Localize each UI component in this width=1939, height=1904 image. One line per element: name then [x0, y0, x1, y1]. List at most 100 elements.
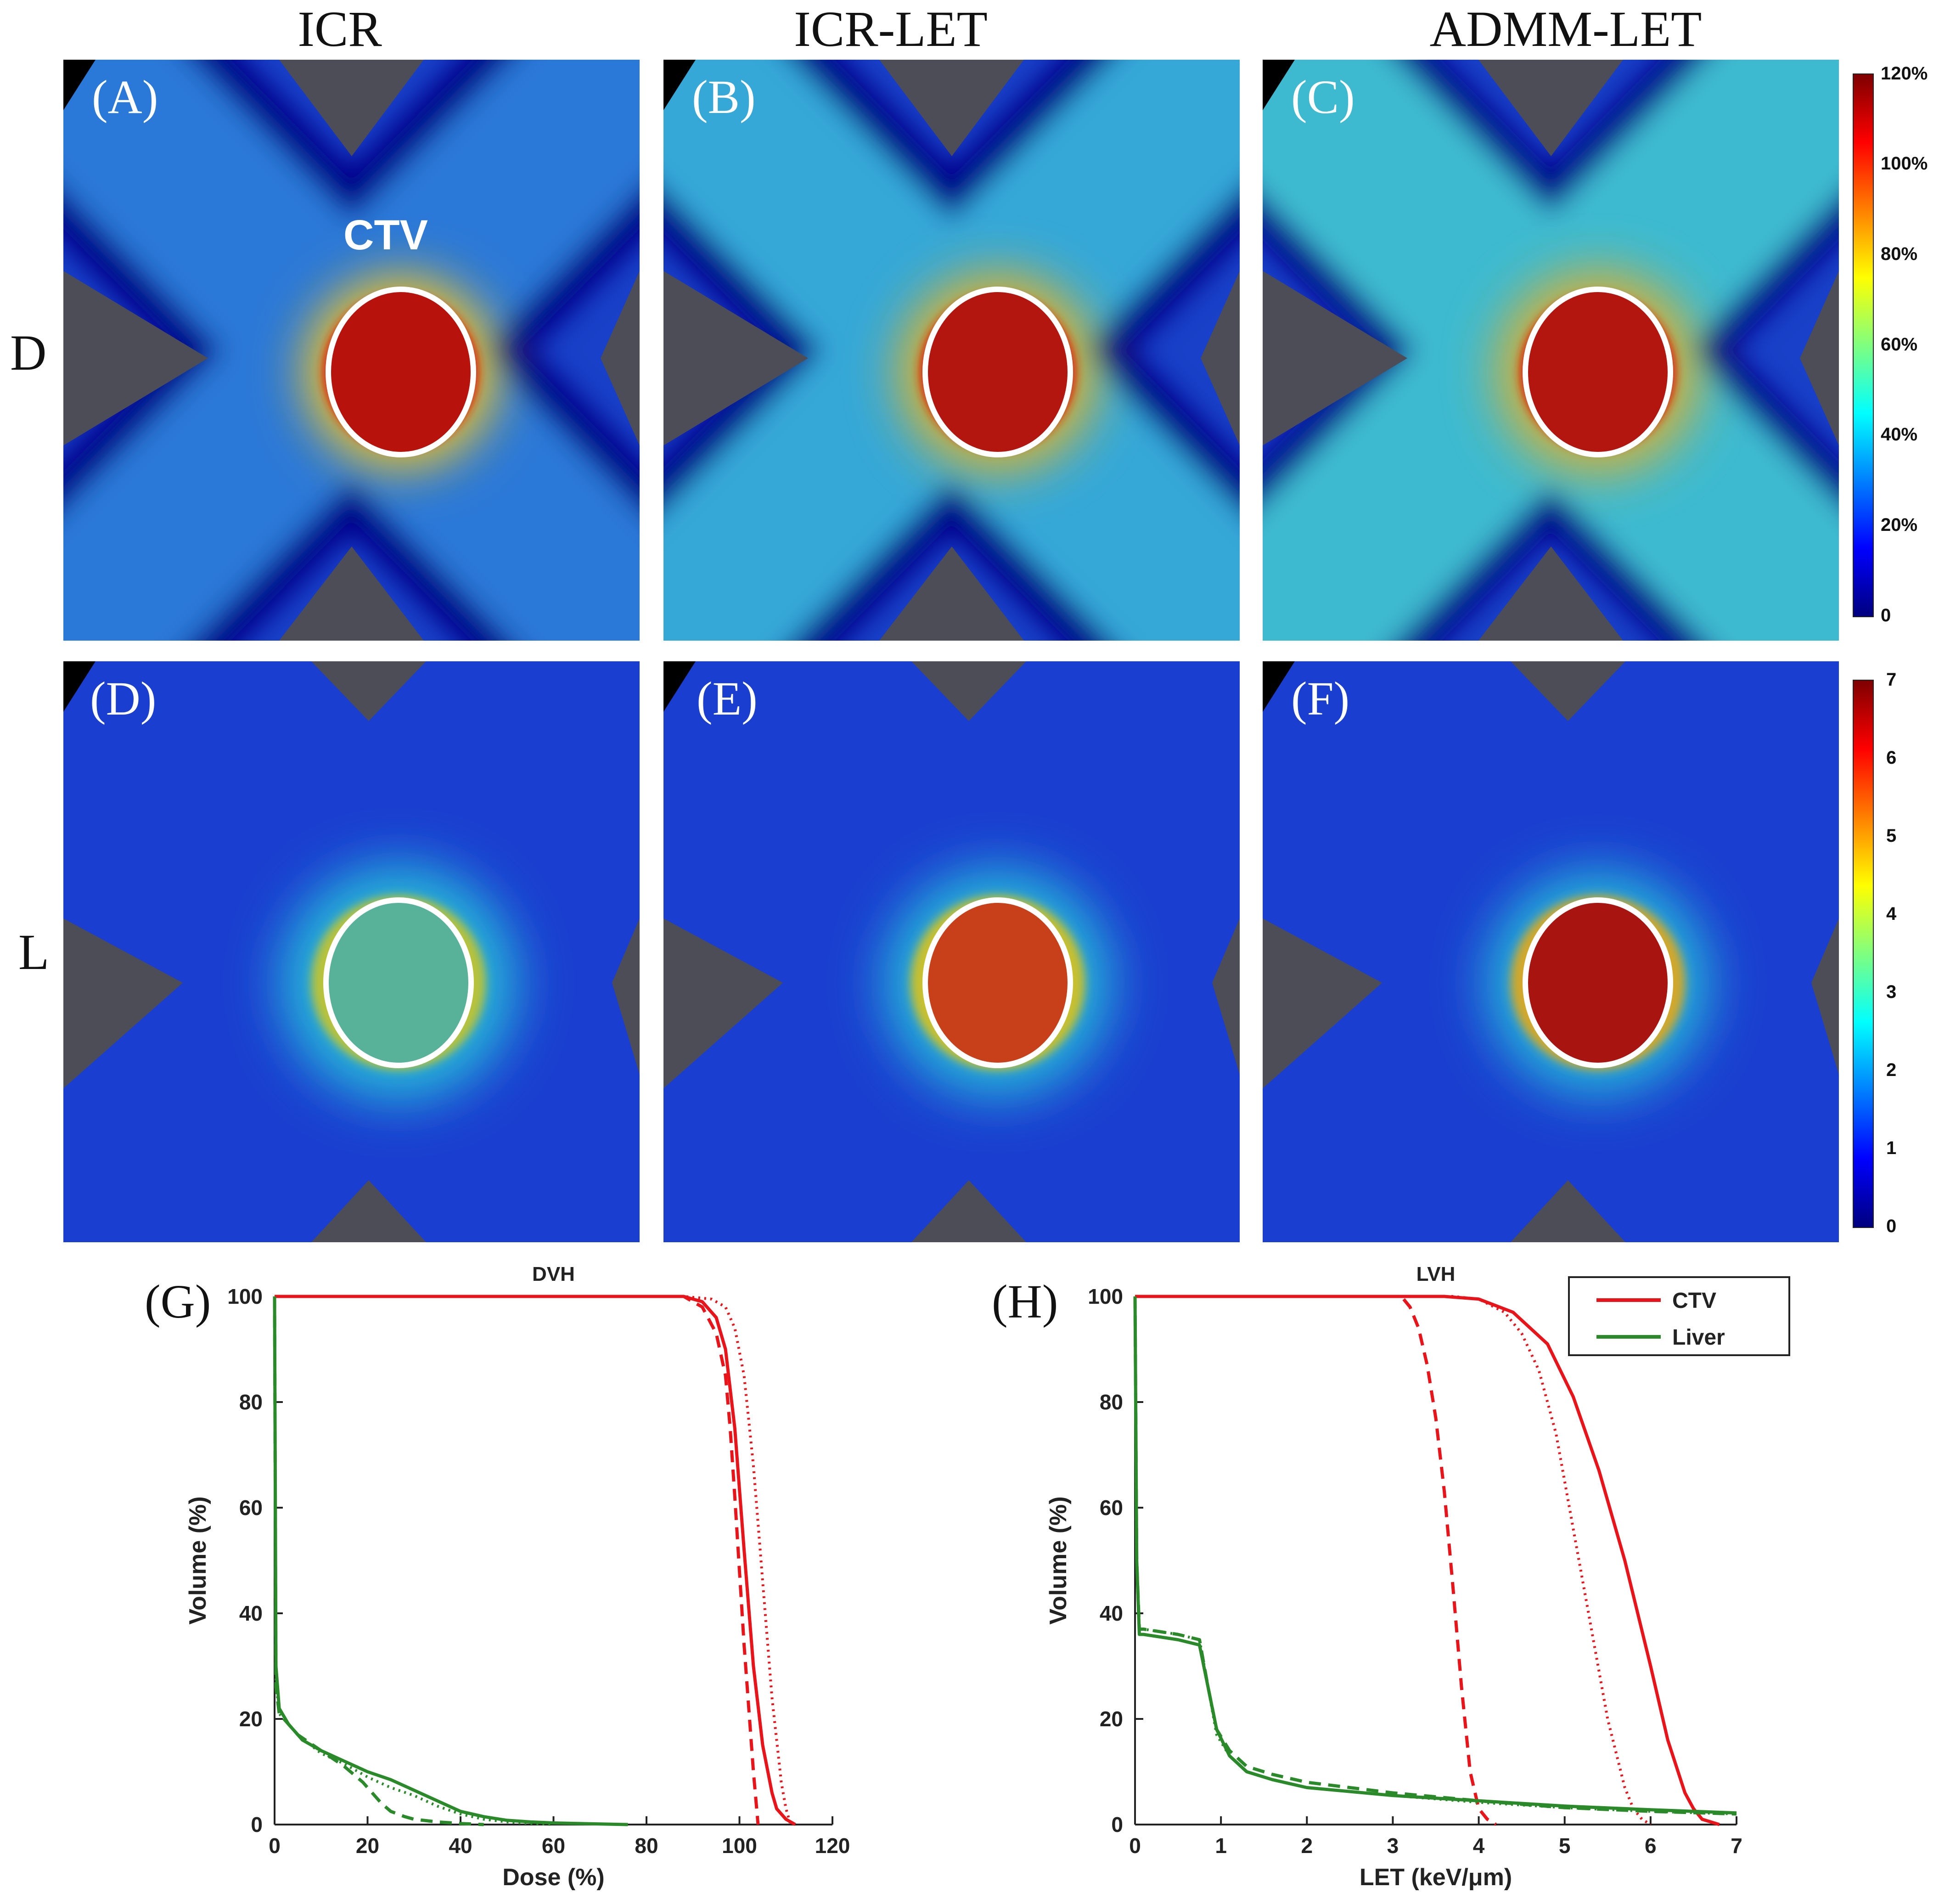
- series-line-liver-icr-let: [1133, 1296, 1737, 1816]
- let-colorbar-tick: 6: [1886, 748, 1897, 768]
- lvh-chart: 0 1 2 3 4 5 6 7 0 20 40 60 80 100 LVH LET (keV/μm) Volum…: [1045, 1263, 1790, 1891]
- ctv-contour: [922, 897, 1073, 1068]
- x-tick-label: 3: [1387, 1834, 1399, 1858]
- series-line-liver-admm-let: [273, 1296, 554, 1826]
- grey-wedge-left: [63, 271, 208, 445]
- y-tick-label: 80: [239, 1390, 263, 1414]
- row-label-dose: D: [10, 325, 47, 381]
- series-line-liver-admm-let: [1134, 1296, 1737, 1815]
- grey-wedge-top: [279, 60, 424, 156]
- panel-label-g: (G): [145, 1275, 211, 1328]
- x-tick-label: 7: [1731, 1834, 1742, 1858]
- x-tick-label: 4: [1473, 1834, 1485, 1858]
- x-tick-label: 120: [815, 1834, 850, 1858]
- y-tick-label: 60: [239, 1496, 263, 1520]
- dose-colorbar: [1853, 73, 1874, 617]
- series-line-ctv-admm-let: [1135, 1295, 1720, 1826]
- x-tick-label: 100: [722, 1834, 757, 1858]
- x-tick-label: 1: [1215, 1834, 1227, 1858]
- y-tick-label: 20: [1100, 1707, 1123, 1731]
- ctv-contour: [922, 287, 1073, 457]
- x-tick-label: 80: [635, 1834, 658, 1858]
- x-tick-label: 5: [1559, 1834, 1571, 1858]
- column-title-admm-let: ADMM-LET: [1429, 1, 1702, 57]
- y-axis-label: Volume (%): [1045, 1496, 1072, 1624]
- dose-colorbar-tick: 20%: [1881, 515, 1918, 535]
- series-line-ctv-icr: [275, 1295, 796, 1826]
- y-tick-label: 100: [227, 1284, 263, 1308]
- panel-label-a: (A): [92, 71, 158, 124]
- x-tick-label: 0: [1129, 1834, 1141, 1858]
- x-tick-label: 40: [449, 1834, 472, 1858]
- dose-colorbar-tick: 80%: [1881, 244, 1918, 264]
- panel-label-c: (C): [1291, 71, 1355, 124]
- let-colorbar-tick: 0: [1886, 1216, 1897, 1236]
- let-colorbar-tick: 2: [1886, 1060, 1897, 1080]
- series-line-liver-icr-let: [273, 1296, 484, 1826]
- y-tick-label: 80: [1100, 1390, 1123, 1414]
- x-tick-label: 60: [542, 1834, 565, 1858]
- series-line-ctv-icr-let: [1135, 1295, 1652, 1826]
- let-colorbar-tick: 4: [1886, 904, 1897, 924]
- panel-label-b: (B): [692, 71, 756, 124]
- let-map-panel-e: (E): [663, 661, 1240, 1242]
- dose-colorbar-tick: 100%: [1881, 153, 1928, 174]
- dose-map-panel-b: (B): [663, 60, 1240, 641]
- series-line-ctv-icr: [1135, 1295, 1497, 1826]
- panel-label-f: (F): [1291, 672, 1350, 725]
- grey-wedge-bottom: [279, 546, 424, 641]
- let-colorbar-tick: 5: [1886, 826, 1897, 846]
- let-colorbar-tick: 3: [1886, 982, 1897, 1002]
- ctv-label: CTV: [343, 212, 428, 259]
- let-map-e: [663, 661, 1240, 1242]
- y-axis-label: Volume (%): [185, 1496, 211, 1624]
- grey-wedge-right: [601, 271, 640, 445]
- x-axis-label: Dose (%): [502, 1864, 604, 1891]
- dose-colorbar-tick: 120%: [1881, 63, 1928, 84]
- y-tick-label: 0: [251, 1813, 263, 1836]
- y-tick-label: 40: [239, 1601, 263, 1625]
- series-line-ctv-admm-let: [275, 1295, 792, 1825]
- legend-label-liver: Liver: [1672, 1325, 1725, 1350]
- ctv-contour: [1523, 287, 1673, 457]
- let-colorbar: [1853, 680, 1874, 1228]
- dose-colorbar-tick: 0: [1881, 605, 1891, 625]
- panel-label-e: (E): [697, 672, 758, 725]
- let-map-panel-d: (D): [63, 661, 640, 1242]
- y-tick-label: 60: [1100, 1496, 1123, 1520]
- ctv-contour: [323, 897, 474, 1068]
- series-line-liver-icr: [1133, 1296, 1737, 1815]
- let-colorbar-tick: 1: [1886, 1138, 1897, 1158]
- chart-title: DVH: [532, 1263, 575, 1285]
- series-line-liver-icr: [273, 1296, 628, 1826]
- let-colorbar-tick: 7: [1886, 670, 1897, 690]
- legend-label-ctv: CTV: [1672, 1289, 1716, 1313]
- dose-colorbar-tick: 40%: [1881, 424, 1918, 445]
- x-tick-label: 6: [1645, 1834, 1657, 1858]
- y-tick-label: 0: [1111, 1813, 1123, 1836]
- dose-map-b: [663, 60, 1240, 641]
- y-tick-label: 100: [1088, 1284, 1123, 1308]
- x-tick-label: 2: [1301, 1834, 1313, 1858]
- dose-colorbar-tick: 60%: [1881, 334, 1918, 355]
- ctv-contour: [1523, 897, 1673, 1068]
- let-map-d: [63, 661, 640, 1242]
- dvh-chart: 0 20 40 60 80 100 120 0 20 40 60 80 100 DVH Dose (%) Vo…: [185, 1263, 850, 1891]
- column-title-icr-let: ICR-LET: [794, 1, 988, 57]
- dose-map-c: [1263, 60, 1839, 641]
- dose-map-panel-c: (C): [1263, 60, 1839, 641]
- panel-label-d: (D): [90, 672, 157, 725]
- ctv-contour: [326, 287, 476, 457]
- y-tick-label: 20: [239, 1707, 263, 1731]
- let-map-panel-f: (F): [1263, 661, 1839, 1242]
- series-line-ctv-icr-let: [275, 1295, 760, 1825]
- x-tick-label: 20: [356, 1834, 379, 1858]
- column-title-icr: ICR: [298, 1, 382, 57]
- dose-map-panel-a: (A) CTV: [63, 60, 640, 641]
- x-axis-label: LET (keV/μm): [1360, 1864, 1512, 1891]
- x-tick-label: 0: [269, 1834, 281, 1858]
- dose-map-a: [63, 60, 640, 641]
- let-map-f: [1263, 661, 1839, 1242]
- y-tick-label: 40: [1100, 1601, 1123, 1625]
- panel-label-h: (H): [992, 1275, 1058, 1328]
